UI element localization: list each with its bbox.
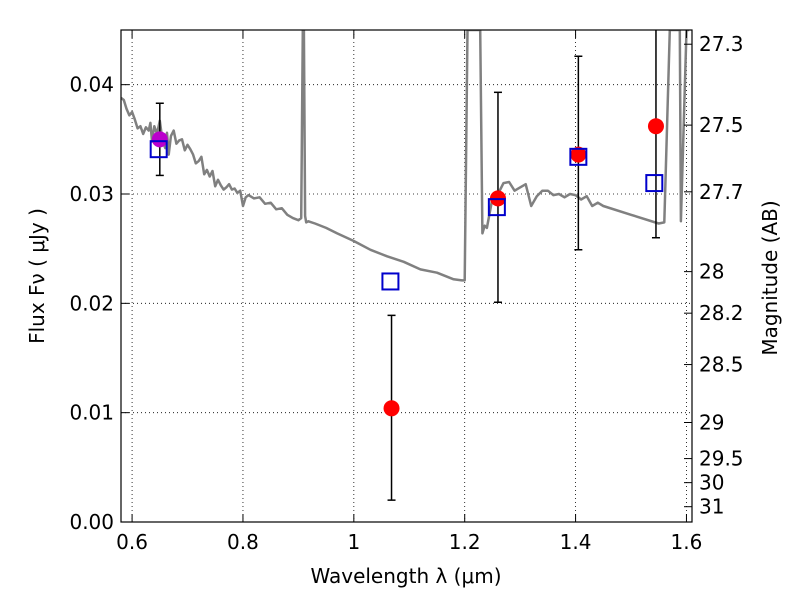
right-tick-label: 27.7 xyxy=(699,180,744,204)
tick-labels: 0.6 0.8 1 1.2 1.4 1.6 0.00 0.01 0.02 0.03 0.04 27.3… xyxy=(69,32,743,554)
x-tick-label: 0.6 xyxy=(116,530,148,554)
right-tick-label: 31 xyxy=(699,495,724,519)
x-tick-label: 1.6 xyxy=(671,530,703,554)
right-tick-label: 28 xyxy=(699,260,724,284)
y-axis-label: Flux Fν ( μJy ) xyxy=(25,208,49,344)
observed-point xyxy=(570,146,587,163)
right-tick-label: 29 xyxy=(699,411,724,435)
plot-frame xyxy=(120,29,693,523)
y-tick-label: 0.00 xyxy=(69,510,114,534)
y-tick-label: 0.04 xyxy=(69,73,114,97)
y-tick-label: 0.02 xyxy=(69,291,114,315)
ticks xyxy=(121,30,692,523)
x-axis-label: Wavelength λ (μm) xyxy=(310,564,501,588)
x-tick-label: 1.2 xyxy=(449,530,481,554)
data-points-layer xyxy=(149,30,664,501)
x-tick-label: 1.4 xyxy=(560,530,592,554)
model-spectrum-layer xyxy=(121,30,690,282)
model-point xyxy=(381,272,400,291)
observed-point xyxy=(647,118,664,135)
right-tick-label: 27.5 xyxy=(699,113,744,137)
model-spectrum-line xyxy=(121,30,690,282)
right-tick-label: 28.5 xyxy=(699,353,744,377)
x-tick-label: 0.8 xyxy=(227,530,259,554)
right-tick-label: 30 xyxy=(699,471,724,495)
right-tick-label: 28.2 xyxy=(699,301,744,325)
observed-point xyxy=(151,131,168,148)
y-tick-label: 0.01 xyxy=(69,401,114,425)
right-tick-label: 27.3 xyxy=(699,32,744,56)
model-point xyxy=(487,198,506,217)
y-tick-label: 0.03 xyxy=(69,182,114,206)
model-point xyxy=(569,147,588,166)
x-tick-label: 1 xyxy=(347,530,360,554)
model-point xyxy=(149,140,168,159)
right-tick-label: 29.5 xyxy=(699,447,744,471)
model-point xyxy=(645,174,664,193)
right-axis-label: Magnitude (AB) xyxy=(758,200,782,355)
observed-point xyxy=(383,400,400,417)
